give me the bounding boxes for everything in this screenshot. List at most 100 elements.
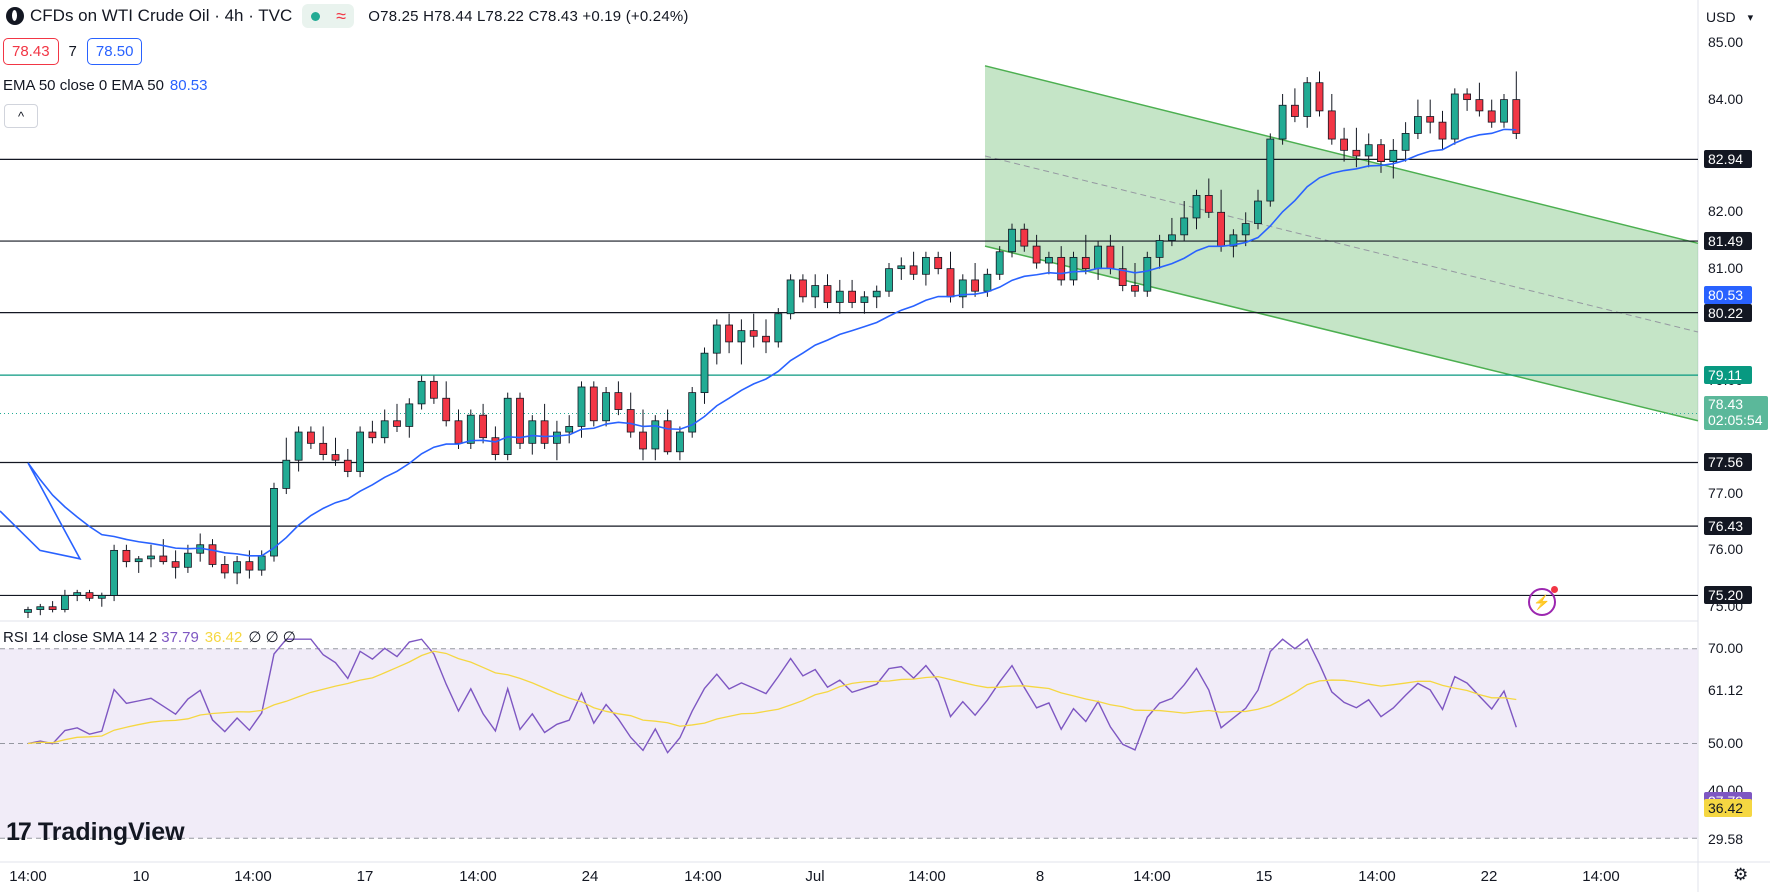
candle-body bbox=[1278, 104, 1287, 140]
candle-body bbox=[1475, 99, 1484, 112]
candle-body bbox=[294, 431, 303, 461]
tradingview-brand[interactable]: 17 TradingView bbox=[6, 818, 185, 847]
candle-body bbox=[331, 454, 340, 461]
candle-body bbox=[1241, 223, 1250, 236]
last-price-value: 78.43 bbox=[1708, 396, 1744, 413]
candle-body bbox=[688, 392, 697, 433]
candle-body bbox=[134, 558, 143, 563]
candle-body bbox=[1168, 234, 1176, 241]
rsi-legend[interactable]: RSI 14 close SMA 14 2 37.79 36.42 ∅ ∅ ∅ bbox=[3, 628, 296, 646]
candle-body bbox=[1414, 116, 1422, 134]
candle-body bbox=[48, 606, 57, 610]
candle-body bbox=[147, 555, 155, 560]
candle-body bbox=[1081, 256, 1090, 270]
currency-selector[interactable]: USD ▾ bbox=[1700, 6, 1768, 28]
candle-body bbox=[946, 268, 955, 298]
candle-body bbox=[97, 595, 106, 599]
candle-body bbox=[442, 397, 451, 422]
candle-body bbox=[1352, 149, 1361, 157]
candle-body bbox=[1204, 195, 1213, 213]
candle-body bbox=[1008, 228, 1016, 253]
settings-gear-icon[interactable]: ⚙ bbox=[1733, 865, 1749, 884]
candle-body bbox=[725, 324, 733, 343]
candle-body bbox=[466, 414, 475, 444]
candle-body bbox=[848, 290, 856, 303]
candle-body bbox=[159, 555, 168, 563]
candle-body bbox=[110, 549, 118, 596]
candle-body bbox=[995, 251, 1004, 275]
alert-bolt-icon[interactable]: ⚡ bbox=[1528, 586, 1558, 616]
candle-body bbox=[811, 285, 820, 298]
time-axis-tick: 10 bbox=[132, 868, 150, 885]
notification-dot bbox=[1551, 586, 1558, 593]
candle-body bbox=[1450, 93, 1459, 140]
candle-body bbox=[1229, 234, 1238, 247]
time-axis-tick: 17 bbox=[356, 868, 374, 885]
candle-body bbox=[885, 268, 893, 292]
rsi-axis-tick: 29.58 bbox=[1708, 831, 1744, 848]
sell-button[interactable]: 78.43 bbox=[3, 38, 59, 65]
time-axis-tick: 15 bbox=[1255, 868, 1273, 885]
candle-body bbox=[1032, 245, 1041, 264]
candle-body bbox=[122, 549, 131, 563]
ema-price-label: 80.53 bbox=[1704, 286, 1752, 305]
candle-body bbox=[762, 335, 770, 343]
time-axis-tick: 14:00 bbox=[9, 868, 47, 885]
candle-body bbox=[429, 380, 438, 399]
candle-body bbox=[897, 265, 906, 270]
candle-body bbox=[700, 352, 709, 394]
rsi-line bbox=[27, 638, 1517, 754]
time-axis-tick: 14:00 bbox=[459, 868, 497, 885]
candle-body bbox=[872, 290, 881, 298]
candle-body bbox=[934, 256, 943, 270]
tradingview-logo-icon bbox=[6, 7, 24, 25]
candle-body bbox=[749, 330, 758, 337]
candle-body bbox=[1401, 133, 1410, 151]
candle-body bbox=[676, 431, 684, 453]
candle-body bbox=[737, 330, 746, 343]
buy-button[interactable]: 78.50 bbox=[86, 38, 143, 65]
candle-body bbox=[1438, 121, 1447, 140]
rsi-legend-value: 37.79 bbox=[161, 629, 199, 646]
candle-body bbox=[356, 431, 365, 472]
symbol-title[interactable]: CFDs on WTI Crude Oil · 4h · TVC bbox=[30, 6, 293, 25]
ema-legend[interactable]: EMA 50 close 0 EMA 50 80.53 bbox=[3, 77, 207, 94]
price-axis-tick: 85.00 bbox=[1708, 34, 1744, 51]
candle-body bbox=[835, 290, 844, 303]
collapse-chevron-up-icon[interactable]: ^ bbox=[4, 104, 38, 128]
rsi-sma-legend-value: 36.42 bbox=[204, 629, 243, 646]
candle-body bbox=[1389, 149, 1398, 162]
candle-body bbox=[589, 386, 598, 422]
level-price-label: 77.56 bbox=[1704, 453, 1752, 472]
market-status-icon[interactable]: ≈ bbox=[302, 4, 355, 28]
candle-body bbox=[24, 609, 32, 613]
candle-body bbox=[257, 555, 266, 571]
candle-body bbox=[1254, 200, 1262, 224]
candle-body bbox=[1155, 240, 1164, 258]
candle-body bbox=[1291, 104, 1299, 117]
price-axis-tick: 81.00 bbox=[1708, 259, 1744, 276]
candle-body bbox=[528, 420, 537, 444]
price-axis-tick: 77.00 bbox=[1708, 485, 1744, 502]
candle-body bbox=[958, 279, 967, 298]
rsi-sma-line bbox=[27, 650, 1517, 745]
candle-body bbox=[245, 561, 254, 571]
price-axis-tick: 84.00 bbox=[1708, 90, 1744, 107]
candle-body bbox=[1180, 217, 1189, 236]
candle-body bbox=[651, 420, 660, 450]
time-axis-tick: 14:00 bbox=[908, 868, 946, 885]
bid-ask-panel: 78.43 7 78.50 bbox=[3, 38, 143, 65]
candle-body bbox=[639, 431, 647, 450]
candle-body bbox=[417, 380, 426, 405]
time-axis-tick: 14:00 bbox=[234, 868, 272, 885]
candle-body bbox=[614, 392, 623, 410]
candle-body bbox=[368, 431, 377, 439]
level-price-label: 80.22 bbox=[1704, 303, 1752, 322]
candle-body bbox=[577, 386, 586, 427]
candle-body bbox=[712, 324, 721, 354]
rsi-sma-value-label: 36.42 bbox=[1704, 798, 1752, 817]
candle-body bbox=[1364, 144, 1373, 157]
candle-body bbox=[306, 431, 315, 444]
candle-body bbox=[282, 459, 291, 489]
